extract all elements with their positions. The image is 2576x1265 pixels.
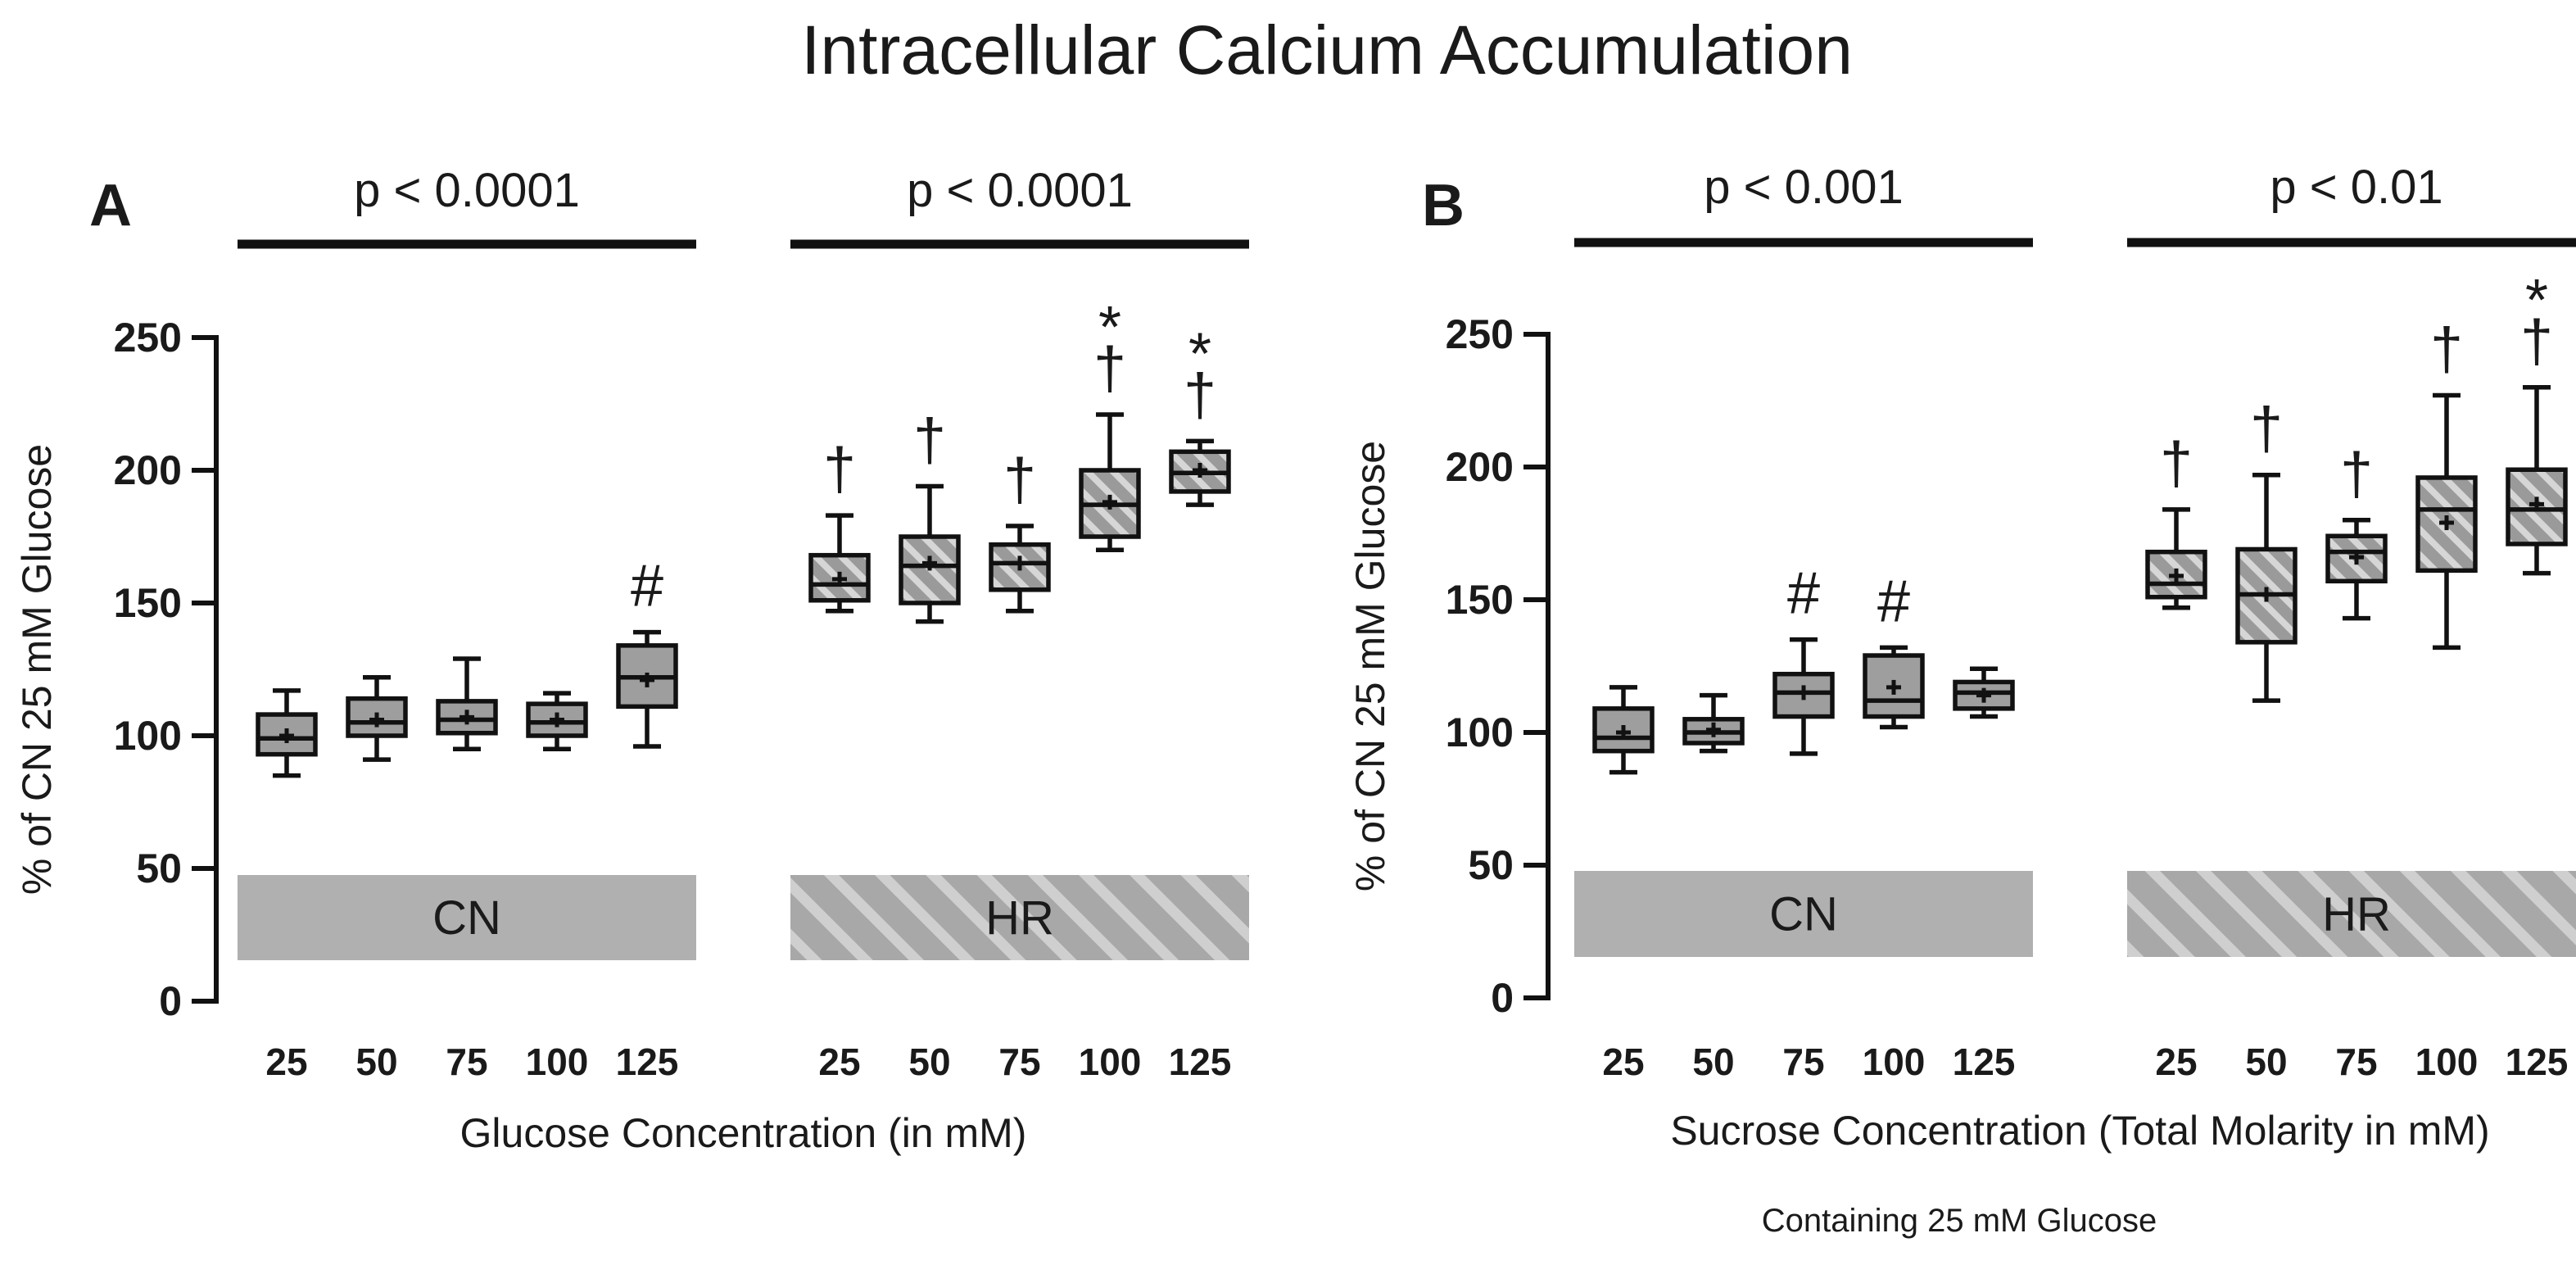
- y-tick-label: 100: [1446, 710, 1514, 755]
- box-cn-125: [1953, 666, 2015, 719]
- x-axis-label: Glucose Concentration (in mM): [460, 1110, 1027, 1156]
- y-axis-label: % of CN 25 mM Glucose: [14, 444, 60, 895]
- x-tick-label: 75: [998, 1041, 1040, 1083]
- hash-mark: #: [631, 554, 663, 619]
- dagger-mark: †: [2340, 442, 2373, 507]
- group-banner-hr: [790, 875, 1249, 960]
- x-axis-label: Sucrose Concentration (Total Molarity in…: [1670, 1108, 2489, 1154]
- x-tick-label: 100: [526, 1041, 589, 1083]
- y-tick-label: 250: [114, 315, 182, 360]
- panel-a: A % of CN 25 mM Glucose 0 50 100 150 200 250 CN p…: [14, 164, 1249, 1156]
- y-tick-label: 100: [114, 713, 182, 759]
- box-hr-50: †: [899, 407, 961, 624]
- hash-mark: #: [1787, 561, 1820, 627]
- box-hr-25: †: [808, 437, 871, 614]
- box-hr-75: †: [2325, 442, 2388, 621]
- box-iqr: [2415, 475, 2478, 574]
- y-tick-label: 0: [1491, 975, 1514, 1021]
- x-tick-label: 25: [2155, 1041, 2197, 1083]
- x-tick-label: 25: [265, 1041, 307, 1083]
- box-iqr: [1592, 706, 1655, 754]
- box-cn-75: #: [1772, 561, 1835, 756]
- p-value-label: p < 0.0001: [354, 164, 580, 217]
- box-cn-125: #: [616, 554, 678, 749]
- box-cn-50: [346, 674, 408, 762]
- dagger-mark: †: [2430, 317, 2463, 383]
- x-tick-label: 50: [908, 1041, 950, 1083]
- y-tick-label: 200: [1446, 444, 1514, 490]
- box-cn-25: [256, 688, 318, 778]
- dagger-mark: †: [2520, 309, 2553, 374]
- box-cn-50: [1682, 692, 1745, 754]
- group-banner-label: CN: [432, 891, 501, 945]
- dagger-mark: †: [823, 437, 856, 502]
- figure-title: Intracellular Calcium Accumulation: [801, 11, 1853, 88]
- y-tick-label: 150: [114, 580, 182, 626]
- group-banner-label: CN: [1769, 888, 1838, 941]
- group-banner-label: HR: [985, 891, 1054, 945]
- y-tick-label: 50: [136, 846, 182, 891]
- box-hr-25: †: [2145, 431, 2207, 610]
- x-tick-label: 125: [1169, 1041, 1232, 1083]
- box-hr-100: †: [2415, 317, 2478, 651]
- box-cn-25: [1592, 685, 1655, 775]
- p-value-label: p < 0.001: [1704, 161, 1904, 214]
- panel-letter-a: A: [89, 173, 132, 238]
- hash-mark: #: [1877, 569, 1910, 634]
- dagger-mark: †: [1093, 336, 1126, 401]
- box-iqr: [1953, 679, 2015, 711]
- dagger-mark: †: [2250, 397, 2283, 462]
- box-hr-125: †*: [1169, 321, 1231, 507]
- x-tick-label: 125: [616, 1041, 679, 1083]
- p-value-label: p < 0.01: [2270, 161, 2442, 214]
- box-iqr: [346, 696, 408, 738]
- panel-b: B % of CN 25 mM Glucose 0 50 100 150 200 250 CN p…: [1347, 161, 2576, 1239]
- group-banner-hr: [2127, 871, 2576, 957]
- p-value-label: p < 0.0001: [907, 164, 1133, 217]
- x-axis-sublabel: Containing 25 mM Glucose: [1762, 1203, 2157, 1239]
- x-tick-label: 75: [446, 1041, 487, 1083]
- x-tick-label: 100: [1079, 1041, 1142, 1083]
- box-iqr: [989, 542, 1051, 592]
- x-tick-label: 75: [2335, 1041, 2377, 1083]
- dagger-mark: †: [1003, 447, 1036, 513]
- box-cn-75: [436, 656, 498, 751]
- asterisk-mark: *: [1098, 295, 1121, 360]
- box-hr-75: †: [989, 447, 1051, 614]
- box-iqr: [1863, 653, 1925, 719]
- x-tick-label: 25: [1602, 1041, 1644, 1083]
- asterisk-mark: *: [1188, 321, 1211, 387]
- panel-letter-b: B: [1422, 173, 1465, 238]
- y-tick-label: 50: [1468, 842, 1514, 888]
- x-tick-label: 100: [2415, 1041, 2479, 1083]
- y-axis-label: % of CN 25 mM Glucose: [1347, 441, 1393, 891]
- y-tick-label: 250: [1446, 311, 1514, 357]
- box-hr-100: †*: [1079, 295, 1141, 552]
- box-hr-50: †: [2235, 397, 2298, 703]
- x-tick-label: 125: [1953, 1041, 2016, 1083]
- x-tick-label: 75: [1782, 1041, 1824, 1083]
- group-banner-cn: [238, 875, 696, 960]
- dagger-mark: †: [913, 407, 946, 473]
- y-tick-label: 0: [159, 978, 182, 1024]
- x-tick-label: 100: [1863, 1041, 1926, 1083]
- group-banner-cn: [1574, 871, 2033, 957]
- asterisk-mark: *: [2525, 268, 2548, 333]
- group-banner-label: HR: [2322, 888, 2391, 941]
- box-cn-100: [526, 691, 588, 751]
- box-cn-100: #: [1863, 569, 1925, 730]
- x-tick-label: 50: [1692, 1041, 1734, 1083]
- dagger-mark: †: [2160, 431, 2193, 496]
- y-tick-label: 150: [1446, 577, 1514, 623]
- x-tick-label: 125: [2506, 1041, 2569, 1083]
- x-tick-label: 25: [818, 1041, 860, 1083]
- box-iqr: [2145, 549, 2207, 600]
- box-iqr: [899, 534, 961, 605]
- dagger-mark: †: [1184, 362, 1216, 428]
- y-tick-label: 200: [114, 447, 182, 493]
- box-hr-125: †*: [2506, 268, 2568, 576]
- x-tick-label: 50: [2245, 1041, 2287, 1083]
- x-tick-label: 50: [355, 1041, 397, 1083]
